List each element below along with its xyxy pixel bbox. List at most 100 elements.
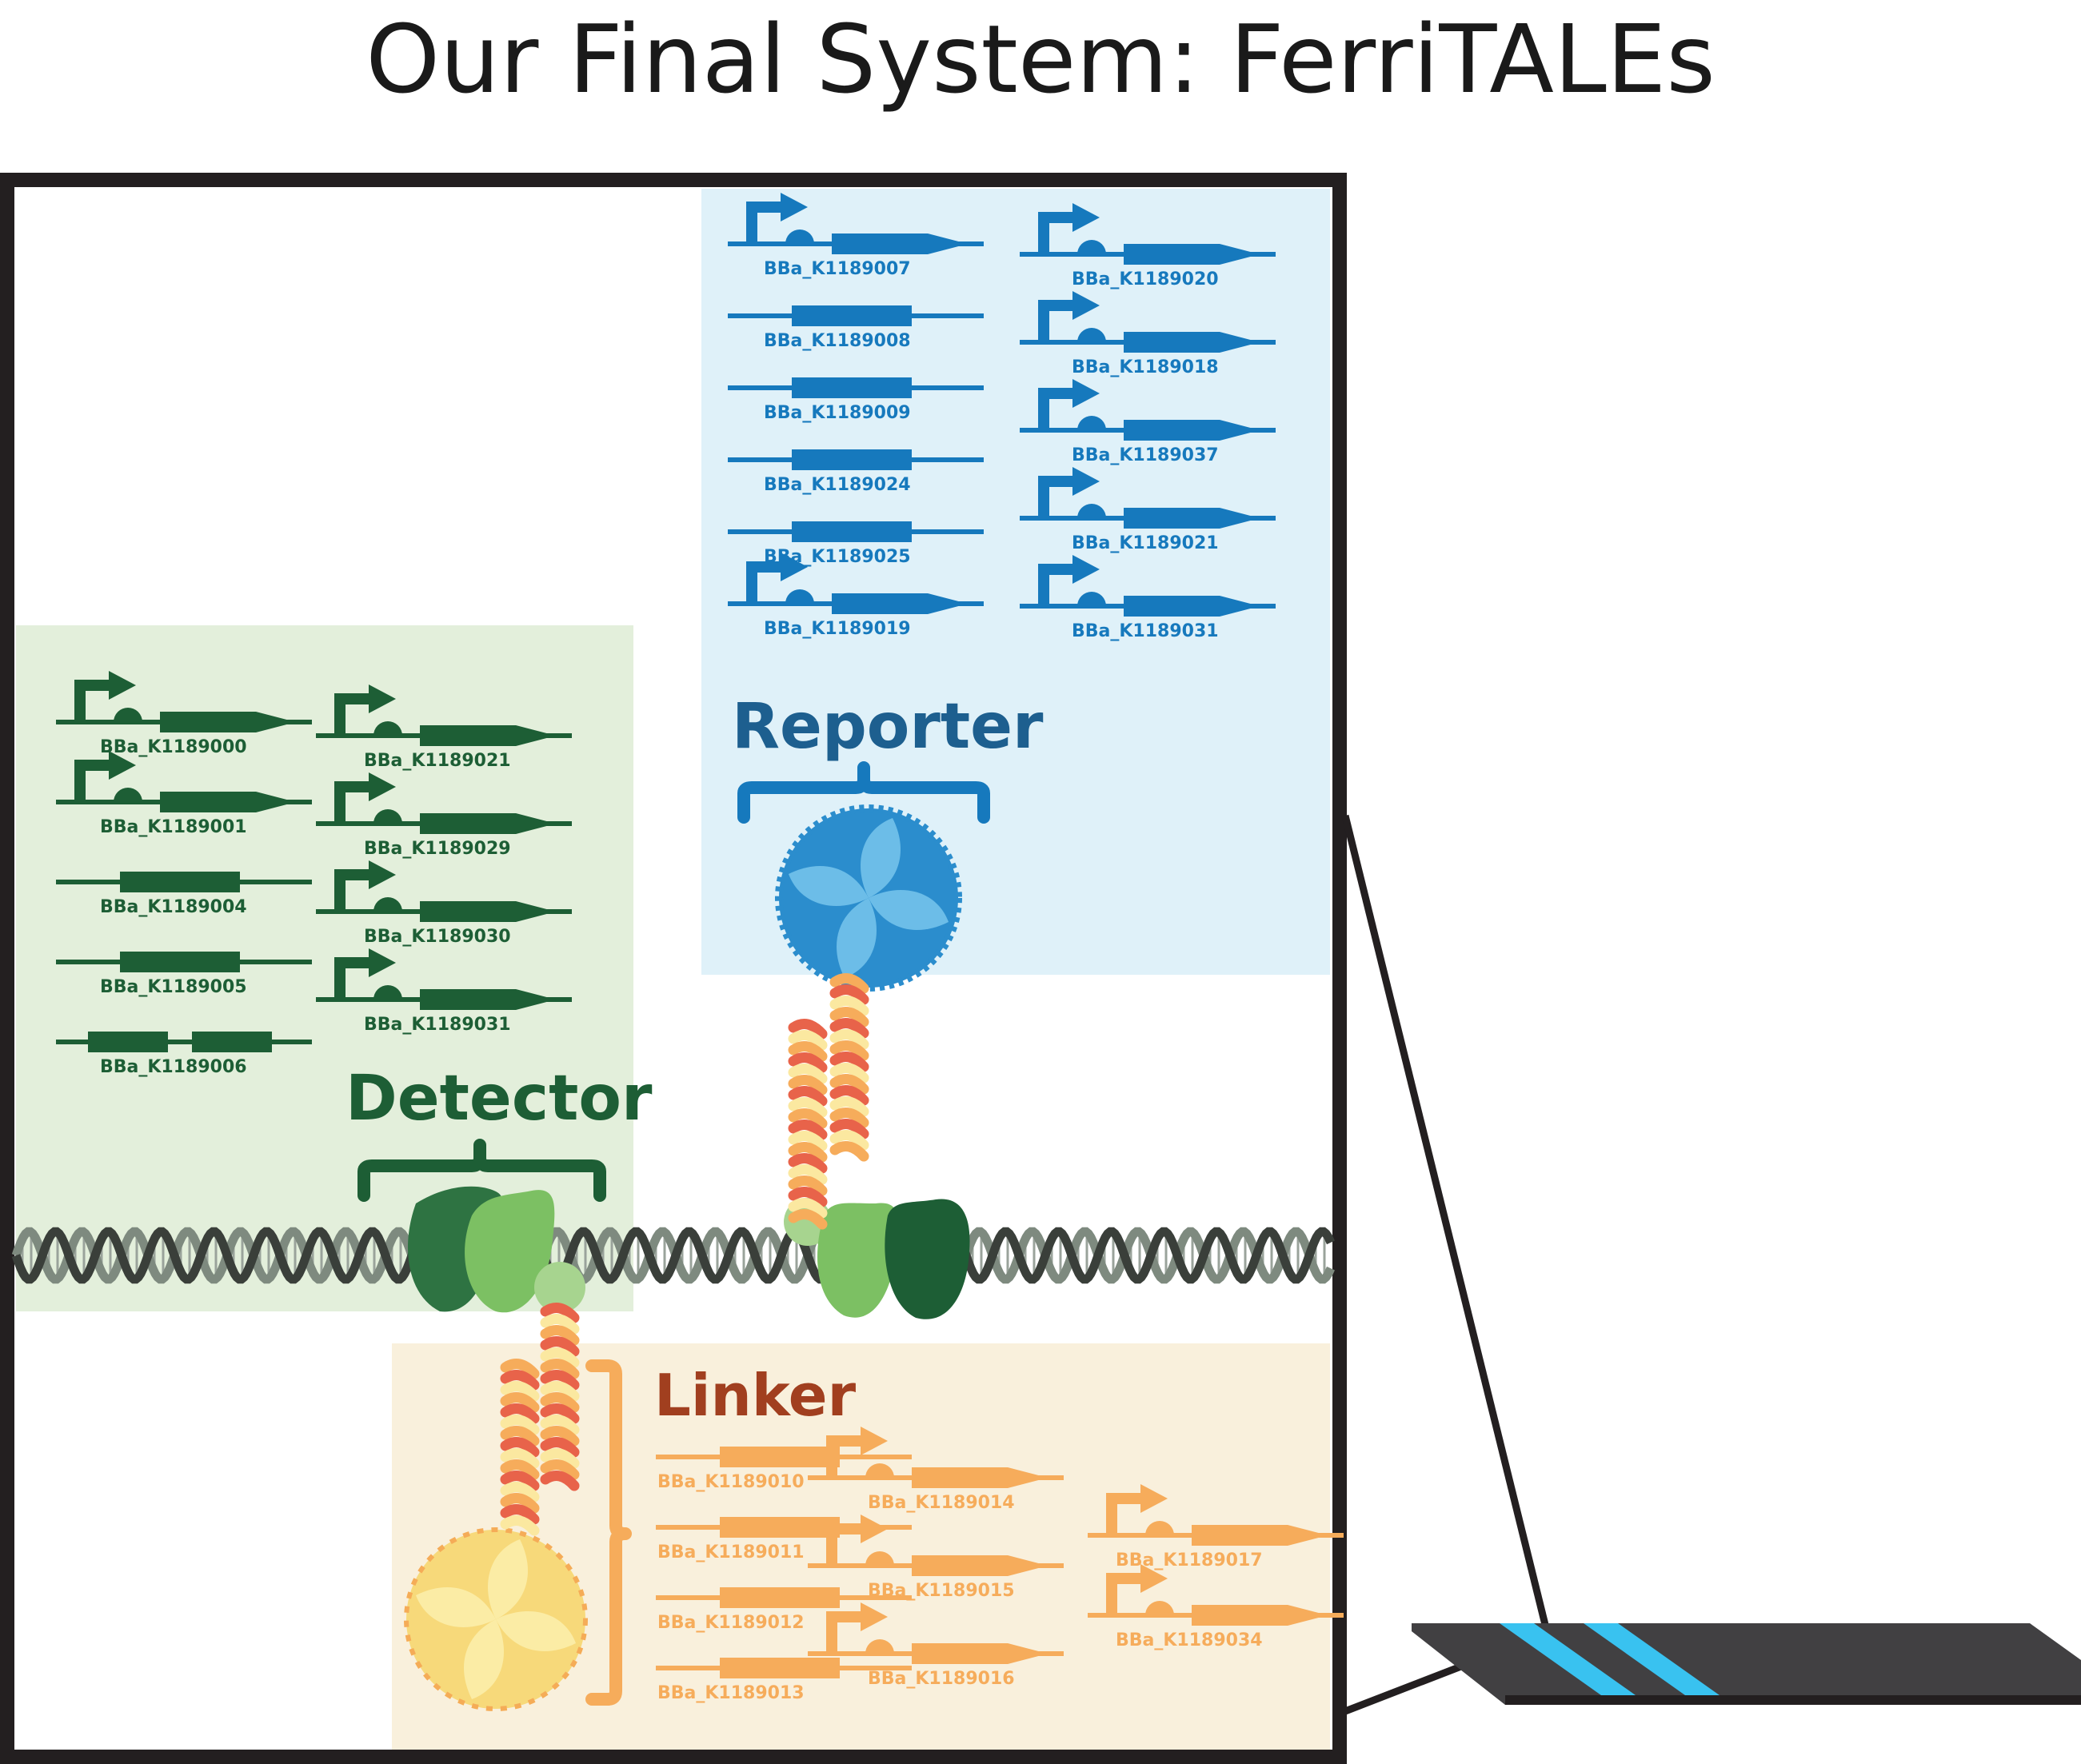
part-label: BBa_K1189007	[764, 259, 911, 279]
promoter-rbs-cds-icon	[728, 193, 984, 254]
part-BBa_K1189017: BBa_K1189017	[1088, 1484, 1344, 1570]
part-label: BBa_K1189005	[100, 977, 247, 997]
part-BBa_K1189007: BBa_K1189007	[728, 193, 984, 279]
part-label: BBa_K1189009	[764, 403, 911, 423]
promoter-rbs-cds-icon	[808, 1427, 1064, 1488]
strip-band-2	[1584, 1623, 1720, 1695]
promoter-rbs-cds-icon	[56, 751, 312, 812]
cds-icon	[56, 952, 312, 972]
cds-icon	[728, 305, 984, 326]
tale-protein-icon	[408, 1186, 585, 1313]
promoter-rbs-cds-icon	[316, 684, 572, 746]
part-BBa_K1189010: BBa_K1189010	[656, 1447, 912, 1492]
double-cds-icon	[56, 1032, 312, 1052]
part-BBa_K1189008: BBa_K1189008	[728, 305, 984, 351]
part-label: BBa_K1189021	[364, 751, 511, 771]
cds-icon	[656, 1447, 912, 1467]
promoter-rbs-cds-icon	[1020, 203, 1276, 265]
part-label: BBa_K1189012	[657, 1613, 805, 1633]
promoter-rbs-cds-icon	[1088, 1484, 1344, 1546]
part-label: BBa_K1189011	[657, 1543, 805, 1562]
promoter-rbs-cds-icon	[316, 860, 572, 922]
coiled-coil-icon	[829, 973, 869, 1162]
curly-brace-icon	[357, 1139, 606, 1202]
part-BBa_K1189024: BBa_K1189024	[728, 449, 984, 495]
part-BBa_K1189019: BBa_K1189019	[728, 553, 984, 639]
frame-border	[0, 173, 1347, 1764]
part-label: BBa_K1189014	[868, 1493, 1015, 1513]
strip-band-1	[1500, 1623, 1636, 1695]
part-label: BBa_K1189018	[1072, 357, 1219, 377]
coiled-coil-icon	[500, 1359, 540, 1536]
promoter-rbs-cds-icon	[808, 1602, 1064, 1664]
part-label: BBa_K1189024	[764, 475, 911, 495]
part-label: BBa_K1189001	[100, 817, 247, 837]
ferritin-icon	[775, 804, 962, 992]
part-label: BBa_K1189013	[657, 1683, 805, 1703]
part-label: BBa_K1189037	[1072, 445, 1219, 465]
part-BBa_K1189018: BBa_K1189018	[1020, 291, 1276, 377]
part-label: BBa_K1189020	[1072, 269, 1219, 289]
cds-icon	[56, 872, 312, 892]
part-BBa_K1189011: BBa_K1189011	[656, 1517, 912, 1562]
part-label: BBa_K1189030	[364, 927, 511, 947]
promoter-rbs-cds-icon	[1020, 291, 1276, 353]
cds-icon	[656, 1658, 912, 1678]
part-label: BBa_K1189010	[657, 1472, 805, 1492]
part-BBa_K1189001: BBa_K1189001	[56, 751, 312, 837]
ferritin-icon	[404, 1527, 588, 1711]
coiled-coil-icon	[788, 1019, 828, 1230]
part-BBa_K1189020: BBa_K1189020	[1020, 203, 1276, 289]
part-BBa_K1189031: BBa_K1189031	[1020, 555, 1276, 641]
part-label: BBa_K1189029	[364, 839, 511, 859]
promoter-rbs-cds-icon	[1088, 1564, 1344, 1626]
promoter-rbs-cds-icon	[316, 772, 572, 834]
part-label: BBa_K1189034	[1116, 1630, 1263, 1650]
part-BBa_K1189013: BBa_K1189013	[656, 1658, 912, 1703]
part-BBa_K1189012: BBa_K1189012	[656, 1587, 912, 1633]
part-BBa_K1189030: BBa_K1189030	[316, 860, 572, 947]
curly-brace-icon	[585, 1359, 632, 1706]
part-BBa_K1189004: BBa_K1189004	[56, 872, 312, 917]
promoter-rbs-cds-icon	[808, 1515, 1064, 1576]
part-BBa_K1189029: BBa_K1189029	[316, 772, 572, 859]
promoter-rbs-cds-icon	[1020, 467, 1276, 529]
part-label: BBa_K1189004	[100, 897, 247, 917]
part-label: BBa_K1189015	[868, 1581, 1015, 1601]
promoter-rbs-cds-icon	[1020, 379, 1276, 441]
cds-icon	[728, 377, 984, 398]
promoter-rbs-cds-icon	[1020, 555, 1276, 617]
reporter-heading: Reporter	[732, 691, 1044, 763]
part-label: BBa_K1189006	[100, 1057, 247, 1077]
coiled-coil-icon	[540, 1303, 580, 1491]
cds-icon	[656, 1587, 912, 1608]
part-BBa_K1189016: BBa_K1189016	[808, 1602, 1064, 1689]
part-BBa_K1189034: BBa_K1189034	[1088, 1564, 1344, 1650]
part-BBa_K1189006: BBa_K1189006	[56, 1032, 312, 1077]
page-title: Our Final System: FerriTALEs	[365, 4, 1716, 114]
part-BBa_K1189031: BBa_K1189031	[316, 948, 572, 1035]
part-BBa_K1189009: BBa_K1189009	[728, 377, 984, 423]
cds-icon	[728, 521, 984, 542]
part-BBa_K1189021: BBa_K1189021	[1020, 467, 1276, 553]
part-label: BBa_K1189021	[1072, 533, 1219, 553]
part-label: BBa_K1189017	[1116, 1550, 1263, 1570]
promoter-rbs-cds-icon	[316, 948, 572, 1010]
linker-heading: Linker	[654, 1362, 857, 1429]
curly-brace-icon	[737, 761, 990, 824]
part-BBa_K1189000: BBa_K1189000	[56, 671, 312, 757]
part-BBa_K1189005: BBa_K1189005	[56, 952, 312, 997]
part-BBa_K1189014: BBa_K1189014	[808, 1427, 1064, 1513]
cds-icon	[728, 449, 984, 470]
promoter-rbs-cds-icon	[56, 671, 312, 732]
detector-heading: Detector	[346, 1063, 653, 1135]
part-label: BBa_K1189016	[868, 1669, 1015, 1689]
part-BBa_K1189037: BBa_K1189037	[1020, 379, 1276, 465]
zoom-line-top	[1341, 814, 1553, 1642]
part-label: BBa_K1189000	[100, 737, 247, 757]
part-label: BBa_K1189031	[1072, 621, 1219, 641]
test-strip-icon	[1412, 1623, 2081, 1705]
part-BBa_K1189025: BBa_K1189025	[728, 521, 984, 567]
part-BBa_K1189021: BBa_K1189021	[316, 684, 572, 771]
